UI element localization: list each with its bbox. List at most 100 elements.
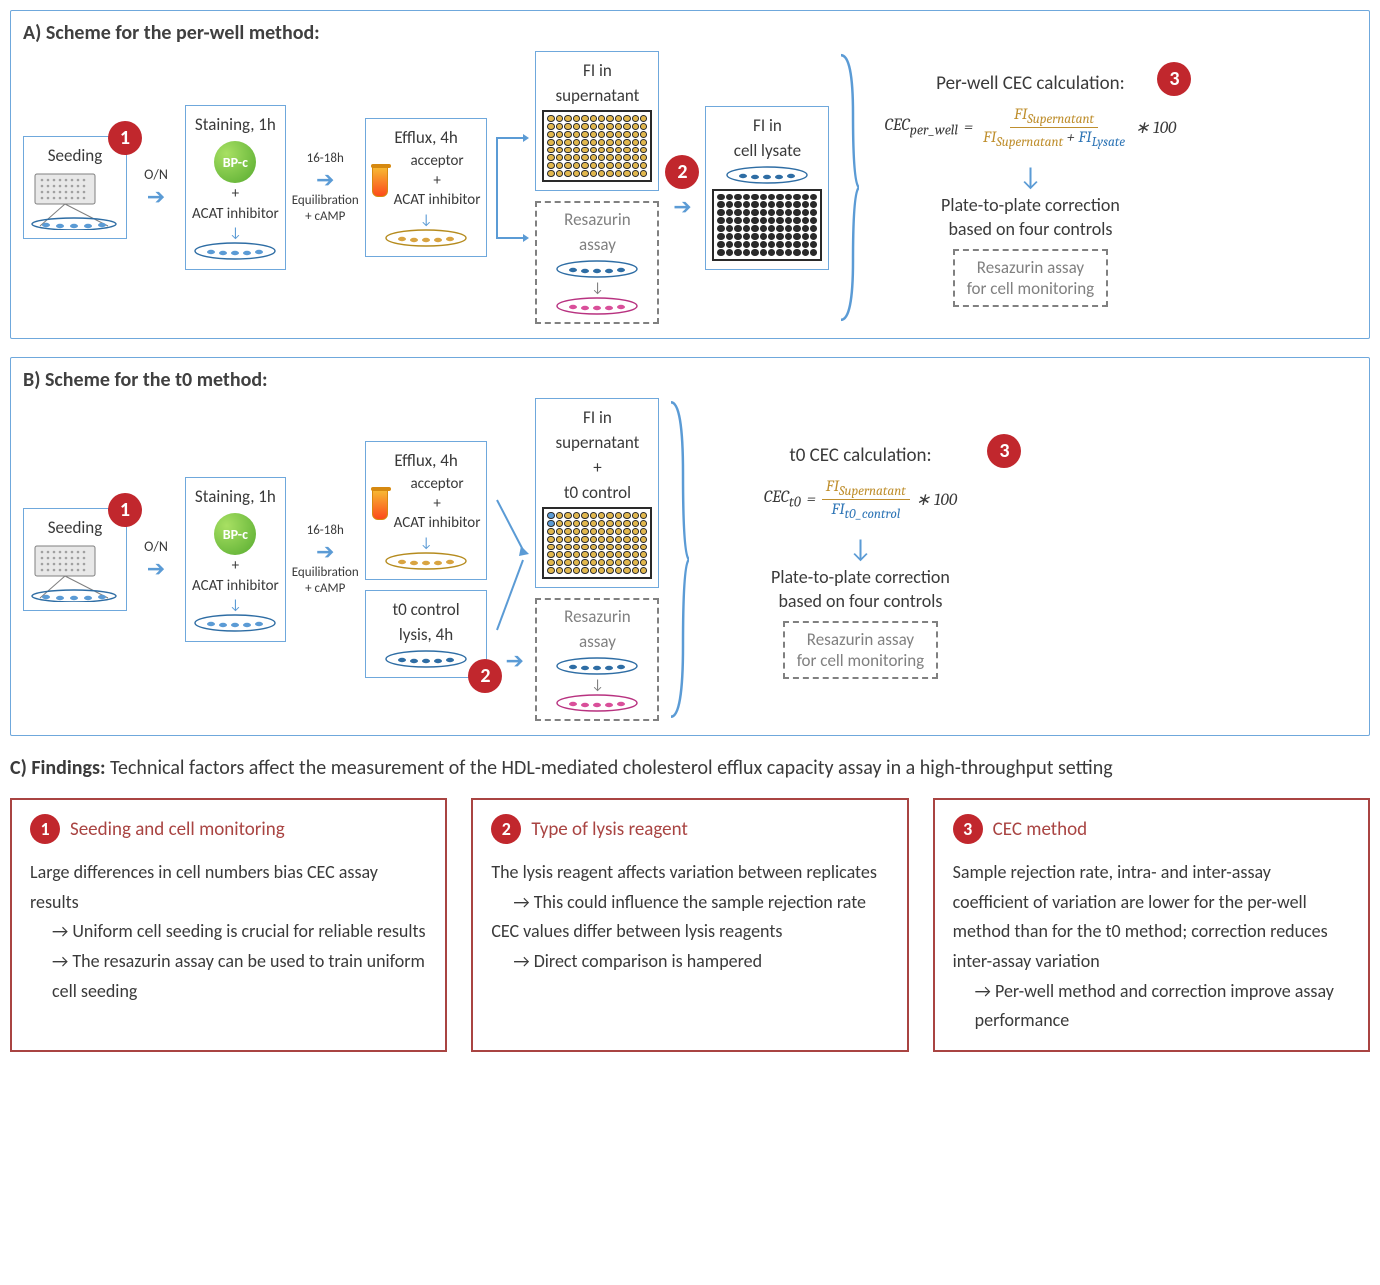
reader-plate-black bbox=[712, 189, 822, 261]
equil-b3: + cAMP bbox=[305, 581, 345, 597]
fi-lysate-2: cell lysate bbox=[734, 140, 801, 161]
dish-blue-icon bbox=[725, 165, 809, 185]
resazurin-wrapper-b: ➔ Resazurin assay ↓ bbox=[535, 598, 659, 721]
bpc-icon: BP-c bbox=[214, 513, 256, 555]
arrow-icon: ➔ bbox=[147, 555, 165, 582]
reader-plate-gold bbox=[542, 110, 652, 182]
plus-label: + bbox=[394, 172, 481, 192]
badge-2-b: 2 bbox=[468, 659, 502, 693]
down-arrow-icon: ↓ bbox=[229, 224, 242, 241]
down-arrow-icon: ↓ bbox=[420, 211, 433, 228]
formula-a: CECper_well = FISupernatant FISupernatan… bbox=[885, 105, 1177, 150]
efflux-label-b: Efflux, 4h bbox=[394, 450, 457, 471]
on-label: O/N bbox=[144, 166, 168, 183]
badge-2: 2 bbox=[665, 155, 699, 189]
panel-b-title: B) Scheme for the t0 method: bbox=[23, 368, 1357, 392]
fb-lhs-sub: t0 bbox=[789, 494, 801, 511]
dish-gold-icon bbox=[384, 551, 468, 571]
dish-icon bbox=[193, 241, 277, 261]
equil-3: + cAMP bbox=[305, 209, 345, 225]
fib2: supernatant bbox=[555, 432, 639, 453]
acat-label: ACAT inhibitor bbox=[394, 191, 481, 211]
step-staining: Staining, 1h BP-c + ACAT inhibitor ↓ bbox=[185, 105, 286, 270]
fa-db: FI bbox=[1078, 128, 1091, 146]
step-fi-lysate: FI in cell lysate bbox=[705, 106, 829, 270]
down-arrow-icon: ↓ bbox=[591, 279, 604, 296]
bpc-text: BP-c bbox=[223, 154, 248, 171]
fa-da-sub: Supernatant bbox=[996, 135, 1063, 150]
acceptor-b: acceptor bbox=[394, 475, 481, 495]
step-seeding-b: 1 Seeding bbox=[23, 508, 127, 611]
card-badge: 2 bbox=[491, 814, 521, 844]
acceptor-label: acceptor bbox=[394, 152, 481, 172]
pcb2: based on four controls bbox=[778, 590, 942, 612]
fi-lysate-1: FI in bbox=[753, 115, 782, 136]
calc-area-a: 3 Per-well CEC calculation: CECper_well … bbox=[865, 68, 1195, 307]
fi-sup-2: supernatant bbox=[555, 85, 639, 106]
equil-b2: Equilibration bbox=[292, 565, 359, 581]
fb-lhs: CEC bbox=[764, 488, 789, 507]
step-efflux: Efflux, 4h acceptor + ACAT inhibitor ↓ bbox=[365, 118, 488, 257]
seeding-label-b: Seeding bbox=[48, 517, 103, 538]
badge-3: 3 bbox=[1157, 62, 1191, 96]
down-arrow-icon: ↓ bbox=[229, 596, 242, 613]
pc1: Plate-to-plate correction bbox=[941, 194, 1120, 216]
fi-sup-1: FI in bbox=[583, 60, 612, 81]
dish-blue-icon bbox=[384, 649, 468, 669]
step-fi-sup: FI in supernatant bbox=[535, 51, 659, 191]
card-badge: 3 bbox=[953, 814, 983, 844]
findings-bold: C) Findings: bbox=[10, 756, 106, 780]
dish-icon bbox=[193, 613, 277, 633]
pcb1: Plate-to-plate correction bbox=[771, 566, 950, 588]
lysate-group: 2 ➔ bbox=[665, 155, 699, 220]
card-line: The lysis reagent affects variation betw… bbox=[491, 858, 888, 888]
equil-1: 16-18h bbox=[307, 151, 344, 167]
findings-card: 3CEC methodSample rejection rate, intra-… bbox=[933, 798, 1370, 1052]
step-resazurin: Resazurin assay ↓ bbox=[535, 201, 659, 324]
t0c2: lysis, 4h bbox=[399, 624, 453, 645]
card-line: Direct comparison is hampered bbox=[491, 947, 888, 977]
dish-pink-icon bbox=[555, 693, 639, 713]
plus-label: + bbox=[232, 185, 239, 205]
panel-a-title: A) Scheme for the per-well method: bbox=[23, 21, 1357, 45]
staining-label: Staining, 1h bbox=[195, 114, 276, 135]
card-line: Uniform cell seeding is crucial for reli… bbox=[30, 917, 427, 947]
panel-b-flow: 1 Seeding O/N ➔ Staining, 1h bbox=[23, 398, 1357, 721]
panel-a: A) Scheme for the per-well method: 1 See… bbox=[10, 10, 1370, 339]
merge-arrow-icon bbox=[493, 450, 529, 670]
arrow-on: O/N ➔ bbox=[133, 166, 179, 210]
arrow-icon: ➔ bbox=[316, 166, 334, 193]
on-label-b: O/N bbox=[144, 538, 168, 555]
findings-card: 2Type of lysis reagent The lysis reagent … bbox=[471, 798, 908, 1052]
dish-blue-icon bbox=[555, 656, 639, 676]
fb-num-sub: Supernatant bbox=[839, 484, 906, 499]
card-badge: 1 bbox=[30, 814, 60, 844]
bpc-icon: BP-c bbox=[214, 141, 256, 183]
findings-title: C) Findings: Technical factors affect th… bbox=[10, 754, 1370, 782]
fb-times: ∗ 100 bbox=[916, 490, 957, 510]
brace-icon bbox=[835, 51, 859, 324]
equil-2: Equilibration bbox=[292, 193, 359, 209]
rn1: Resazurin assay bbox=[977, 257, 1084, 278]
findings-lead: Technical factors affect the measurement… bbox=[106, 756, 1113, 780]
split-arrow-icon bbox=[493, 108, 529, 268]
fa-db-sub: Lysate bbox=[1092, 135, 1126, 150]
staining-label-b: Staining, 1h bbox=[195, 486, 276, 507]
plate-corr-a: Plate-to-plate correction based on four … bbox=[941, 194, 1120, 241]
arrow-icon: ➔ bbox=[147, 183, 165, 210]
down-arrow-icon: ↓ bbox=[591, 676, 604, 693]
step-t0control: t0 control lysis, 4h 2 bbox=[365, 590, 488, 678]
split-col-a: FI in supernatant Resazurin assay ↓ bbox=[535, 51, 659, 324]
findings-cards: 1Seeding and cell monitoringLarge differ… bbox=[10, 798, 1370, 1052]
panel-a-flow: 1 Seeding O/N ➔ Staining, 1h bbox=[23, 51, 1357, 324]
fa-dp: + bbox=[1067, 128, 1075, 146]
fb-num: FI bbox=[826, 477, 839, 495]
card-line: CEC values differ between lysis reagents bbox=[491, 917, 888, 947]
resazurin-2: assay bbox=[579, 234, 616, 255]
arrow-on-b: O/N ➔ bbox=[133, 538, 179, 582]
card-title: 2Type of lysis reagent bbox=[491, 814, 888, 844]
fb-den-sub: t0_control bbox=[845, 507, 901, 522]
rn2: for cell monitoring bbox=[967, 278, 1095, 299]
fa-lhs-sub: per_well bbox=[910, 122, 958, 139]
seeding-plate-icon bbox=[30, 170, 120, 230]
